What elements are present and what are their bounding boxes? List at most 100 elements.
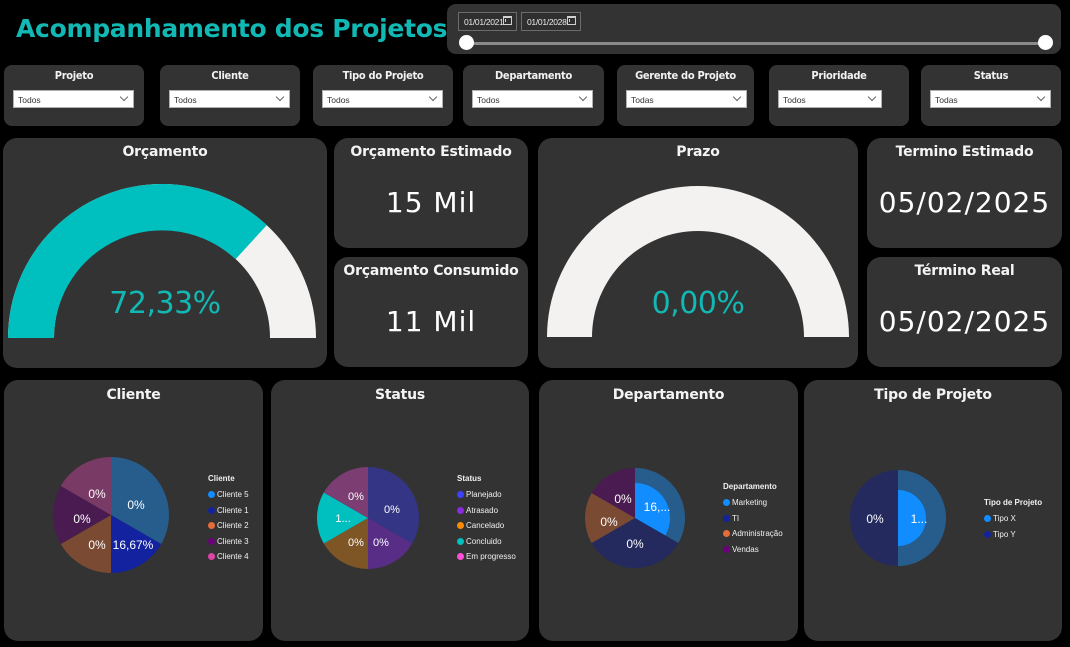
legend-dot-icon: [208, 537, 215, 545]
card-title: Status: [374, 387, 425, 403]
filter-projeto: Projeto Todos: [4, 65, 144, 126]
dropdown-value: Todos: [174, 95, 197, 105]
legend-item[interactable]: Administração: [723, 526, 783, 542]
legend-dot-icon: [208, 506, 215, 514]
date-slider-start-handle[interactable]: [459, 35, 474, 50]
orcamento-percent: 72,33%: [109, 286, 221, 321]
legend-item[interactable]: Em progresso: [457, 549, 516, 565]
legend-dot-icon: [457, 553, 464, 561]
legend-label: TI: [732, 513, 740, 523]
chevron-down-icon: [428, 92, 438, 102]
svg-text:0%: 0%: [88, 538, 106, 552]
legend-item[interactable]: Cliente 1: [208, 503, 249, 519]
tipo-de-projeto-pie-card: Tipo de Projeto 1... 0% Tipo de Projeto …: [804, 380, 1062, 641]
gerente-do-projeto-dropdown[interactable]: Todas: [626, 90, 747, 108]
page-title: Acompanhamento dos Projetos: [16, 14, 448, 43]
legend-label: Cancelado: [466, 521, 505, 531]
cliente-legend: Cliente Cliente 5 Cliente 1 Cliente 2 Cl…: [208, 474, 249, 565]
tipo-do-projeto-dropdown[interactable]: Todos: [322, 90, 443, 108]
legend-title: Tipo de Projeto: [984, 498, 1043, 507]
departamento-pie-card: Departamento 16,... 0% 0% 0% Departament…: [539, 380, 798, 641]
filter-label: Gerente do Projeto: [635, 69, 736, 82]
departamento-pie-chart[interactable]: 16,... 0% 0% 0%: [539, 380, 798, 641]
legend-label: Concluido: [466, 536, 502, 546]
legend-label: Vendas: [732, 544, 759, 554]
card-title: Término Real: [914, 263, 1015, 279]
legend-dot-icon: [457, 491, 464, 499]
date-slider-track[interactable]: [467, 42, 1045, 45]
legend-dot-icon: [723, 499, 730, 507]
calendar-icon[interactable]: [567, 16, 576, 25]
svg-text:0%: 0%: [348, 537, 364, 549]
departamento-dropdown[interactable]: Todos: [472, 90, 593, 108]
legend-item[interactable]: Cliente 5: [208, 487, 249, 503]
dropdown-value: Todos: [783, 95, 806, 105]
legend-item[interactable]: TI: [723, 511, 783, 527]
svg-text:0%: 0%: [373, 537, 389, 549]
filter-label: Projeto: [54, 69, 94, 82]
legend-item[interactable]: Marketing: [723, 495, 783, 511]
legend-item[interactable]: Cliente 3: [208, 534, 249, 550]
svg-text:0%: 0%: [614, 492, 632, 506]
filter-label: Cliente: [211, 69, 249, 82]
card-title: Departamento: [612, 387, 725, 403]
legend-item[interactable]: Cliente 4: [208, 549, 249, 565]
filter-label: Prioridade: [811, 69, 867, 82]
date-slider-end-handle[interactable]: [1038, 35, 1053, 50]
calendar-icon[interactable]: [503, 16, 512, 25]
dropdown-value: Todas: [935, 95, 958, 105]
prazo-gauge[interactable]: [538, 138, 858, 368]
filter-gerente-do-projeto: Gerente do Projeto Todas: [617, 65, 754, 126]
date-range-slicer: 01/01/2021 01/01/2028: [447, 4, 1061, 54]
svg-text:0%: 0%: [600, 515, 618, 529]
legend-dot-icon: [723, 545, 730, 553]
svg-text:16,67%: 16,67%: [113, 538, 154, 552]
svg-text:1...: 1...: [911, 512, 928, 526]
filter-prioridade: Prioridade Todos: [769, 65, 909, 126]
filter-label: Departamento: [495, 69, 572, 82]
legend-item[interactable]: Cliente 2: [208, 518, 249, 534]
termino-estimado-value: 05/02/2025: [878, 186, 1051, 219]
legend-item[interactable]: Concluido: [457, 534, 516, 550]
svg-text:0%: 0%: [384, 504, 400, 516]
end-date-value: 01/01/2028: [527, 17, 567, 27]
dropdown-value: Todos: [477, 95, 500, 105]
cliente-dropdown[interactable]: Todos: [169, 90, 290, 108]
legend-dot-icon: [208, 491, 215, 499]
status-pie-chart[interactable]: 0% 0% 0% 1... 0%: [271, 380, 529, 641]
start-date-input[interactable]: 01/01/2021: [458, 12, 517, 31]
legend-item[interactable]: Vendas: [723, 542, 783, 558]
termino-estimado-card: Termino Estimado 05/02/2025: [867, 138, 1062, 248]
legend-item[interactable]: Atrasado: [457, 503, 516, 519]
legend-label: Cliente 1: [217, 505, 249, 515]
card-title: Orçamento Consumido: [343, 263, 519, 279]
chevron-down-icon: [1036, 92, 1046, 102]
legend-dot-icon: [723, 530, 730, 538]
cliente-pie-chart[interactable]: 0% 16,67% 0% 0% 0%: [4, 380, 263, 641]
orcamento-gauge[interactable]: [3, 138, 327, 368]
legend-dot-icon: [208, 522, 215, 530]
orcamento-consumido-value: 11 Mil: [385, 305, 477, 338]
prioridade-dropdown[interactable]: Todos: [778, 90, 882, 108]
chevron-down-icon: [867, 92, 877, 102]
tipo-de-projeto-pie-chart[interactable]: 1... 0%: [804, 380, 1062, 641]
legend-label: Marketing: [732, 498, 768, 508]
departamento-legend: Departamento Marketing TI Administração …: [723, 482, 783, 557]
end-date-input[interactable]: 01/01/2028: [521, 12, 581, 31]
legend-label: Administração: [732, 529, 783, 539]
orcamento-consumido-card: Orçamento Consumido 11 Mil: [334, 257, 528, 367]
legend-item[interactable]: Planejado: [457, 487, 516, 503]
card-title: Orçamento: [122, 144, 208, 160]
legend-title: Departamento: [723, 482, 777, 491]
dropdown-value: Todos: [327, 95, 350, 105]
projeto-dropdown[interactable]: Todos: [13, 90, 134, 108]
legend-item[interactable]: Tipo Y: [984, 527, 1042, 543]
status-dropdown[interactable]: Todas: [930, 90, 1051, 108]
svg-text:16,...: 16,...: [644, 500, 671, 514]
legend-item[interactable]: Tipo X: [984, 511, 1042, 527]
status-legend: Status Planejado Atrasado Cancelado Conc…: [457, 474, 516, 565]
chevron-down-icon: [119, 92, 129, 102]
svg-text:0%: 0%: [88, 487, 106, 501]
legend-title: Cliente: [208, 474, 235, 483]
legend-item[interactable]: Cancelado: [457, 518, 516, 534]
